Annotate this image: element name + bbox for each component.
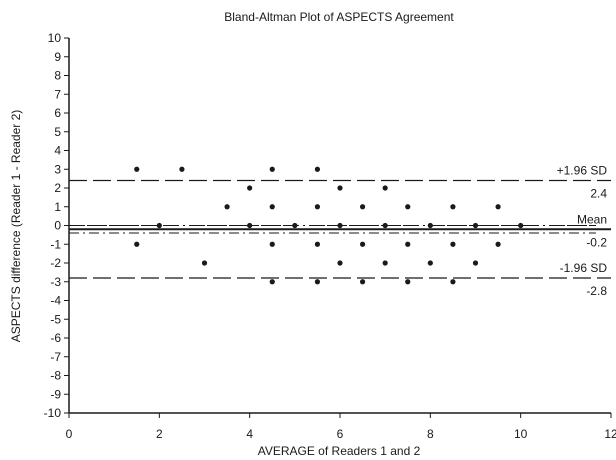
data-point [269, 166, 275, 172]
data-point [134, 166, 140, 172]
y-tick-label: 6 [54, 106, 61, 120]
data-point [405, 279, 411, 285]
x-tick-label: 0 [66, 427, 73, 441]
x-tick-label: 4 [246, 427, 253, 441]
x-tick-label: 8 [427, 427, 434, 441]
data-point [518, 222, 524, 229]
data-point [405, 204, 411, 210]
data-point [472, 260, 479, 266]
data-point [427, 222, 433, 229]
data-point [247, 185, 253, 191]
y-tick-label: -8 [50, 369, 61, 383]
data-point [450, 241, 456, 247]
x-tick-label: 2 [156, 427, 163, 441]
x-tick-label: 6 [337, 427, 344, 441]
x-tick-label: 10 [514, 427, 528, 441]
mean-label: Mean [577, 212, 607, 226]
data-point [314, 204, 321, 210]
data-point [495, 241, 501, 247]
data-point [247, 222, 253, 229]
y-tick-label: 2 [54, 181, 61, 195]
y-tick-label: 1 [54, 200, 61, 214]
data-point [382, 222, 388, 229]
y-tick-label: 10 [48, 31, 62, 45]
lower-loa-label: -1.96 SD [560, 261, 608, 275]
upper-loa-label: +1.96 SD [557, 164, 608, 178]
data-point [450, 204, 456, 210]
data-point [337, 260, 343, 266]
x-tick-label: 12 [604, 427, 616, 441]
y-tick-label: 5 [54, 125, 61, 139]
data-point [382, 185, 388, 191]
data-point [405, 241, 411, 247]
data-point [359, 279, 366, 285]
y-tick-label: 0 [54, 219, 61, 233]
lower-loa-value-label: -2.8 [586, 284, 607, 298]
data-point [337, 185, 343, 191]
data-point [450, 279, 456, 285]
y-tick-label: 4 [54, 144, 61, 158]
data-point [269, 241, 275, 247]
y-tick-label: 3 [54, 162, 61, 176]
y-tick-label: -5 [50, 312, 61, 326]
chart-title: Bland-Altman Plot of ASPECTS Agreement [224, 10, 454, 24]
data-point [292, 222, 298, 229]
data-point [269, 279, 275, 285]
data-point [427, 260, 433, 266]
upper-loa-value-label: 2.4 [590, 187, 607, 201]
data-point [314, 166, 321, 172]
data-point [495, 204, 501, 210]
data-point [359, 204, 366, 210]
y-tick-label: -4 [50, 294, 61, 308]
data-point [359, 241, 366, 247]
y-tick-label: 9 [54, 50, 61, 64]
data-point [314, 241, 321, 247]
data-point [337, 222, 343, 229]
y-tick-label: -3 [50, 275, 61, 289]
data-point [382, 260, 388, 266]
data-point [269, 204, 275, 210]
y-tick-label: -7 [50, 350, 61, 364]
data-point [156, 222, 162, 229]
y-tick-label: -6 [50, 331, 61, 345]
y-tick-label: -10 [44, 406, 62, 420]
data-point [314, 279, 321, 285]
data-point [201, 260, 208, 266]
data-point [224, 204, 230, 210]
data-point [179, 166, 185, 172]
mean-value-label: -0.2 [586, 235, 607, 249]
data-point [472, 222, 479, 229]
x-axis-label: AVERAGE of Readers 1 and 2 [258, 444, 421, 458]
y-tick-label: -9 [50, 387, 61, 401]
y-tick-label: -2 [50, 256, 61, 270]
y-axis-label: ASPECTS difference (Reader 1 - Reader 2) [9, 110, 23, 343]
y-tick-label: 8 [54, 69, 61, 83]
data-point [134, 241, 140, 247]
y-tick-label: 7 [54, 87, 61, 101]
y-tick-label: -1 [50, 237, 61, 251]
